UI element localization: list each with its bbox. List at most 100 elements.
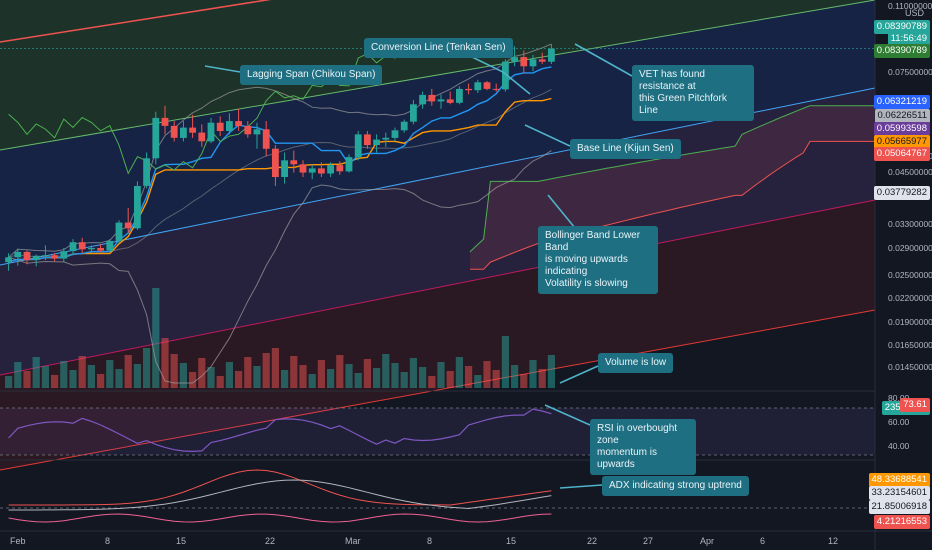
candle-body: [69, 242, 77, 252]
volume-bar: [198, 358, 206, 388]
rsi-tick: 60.00: [888, 417, 910, 427]
candle-body: [88, 248, 95, 250]
candle: [502, 59, 509, 92]
candle-body: [124, 222, 132, 229]
volume-bar: [538, 369, 546, 388]
candle: [428, 88, 436, 106]
price-tag: 11:56:49: [887, 32, 930, 46]
candle: [308, 164, 316, 180]
adx-line: [8, 479, 552, 511]
candle-body: [143, 158, 150, 186]
candle-body: [272, 148, 279, 177]
adx-di-plus-line: [8, 469, 552, 506]
candle-body: [354, 134, 362, 158]
candle-body: [161, 117, 169, 126]
resistance-pointer: [574, 43, 633, 77]
volume-bar: [437, 362, 445, 388]
volume-bar: [281, 370, 289, 388]
volume-bar: [5, 376, 13, 388]
candle: [410, 99, 417, 125]
candle: [170, 121, 178, 142]
candle: [78, 237, 86, 254]
candle-body: [32, 255, 40, 260]
time-tick: 15: [176, 536, 186, 546]
rsi-line: [8, 408, 552, 453]
price-tick: 0.02200000: [888, 293, 932, 303]
time-tick: 22: [587, 536, 597, 546]
candle: [124, 207, 132, 234]
volume-bar: [115, 369, 123, 388]
volume-bar: [271, 348, 279, 388]
candle-body: [492, 88, 500, 90]
candle-body: [465, 88, 472, 91]
time-tick: 6: [760, 536, 765, 546]
volume-bar: [51, 375, 59, 388]
candle: [226, 113, 233, 135]
time-tick: 15: [506, 536, 516, 546]
annotation-adx: ADX indicating strong uptrend: [602, 476, 749, 496]
candle: [198, 124, 206, 147]
currency-label: USD: [905, 8, 925, 18]
candle: [14, 248, 22, 266]
candle: [474, 79, 482, 93]
candle: [253, 122, 261, 149]
kijun-line: [8, 97, 552, 263]
price-tick: 0.01650000: [888, 340, 932, 350]
candle: [180, 121, 187, 142]
candle-body: [410, 104, 417, 122]
volume-bar: [520, 374, 528, 388]
time-tick: Feb: [10, 536, 26, 546]
price-tick: 0.03300000: [888, 219, 932, 229]
candle: [327, 162, 334, 177]
annotation-rsi: RSI in overbought zone momentum is upwar…: [590, 419, 696, 475]
volume-bar: [382, 354, 390, 388]
volume-bar: [23, 371, 31, 388]
candle: [483, 81, 491, 91]
candle-body: [373, 139, 380, 145]
candle: [538, 52, 546, 64]
volume-bar: [465, 366, 473, 388]
candle-body: [244, 125, 252, 135]
candle-body: [529, 59, 537, 67]
rsi-pointer: [544, 404, 591, 426]
price-tag: 0.05993598: [873, 122, 930, 136]
candle: [216, 116, 224, 137]
price-scale-bg: [875, 0, 932, 550]
volume-bar: [474, 375, 482, 388]
volume-bar: [511, 365, 519, 388]
candle: [244, 121, 252, 138]
candle: [373, 134, 380, 153]
time-tick: 8: [105, 536, 110, 546]
candle: [382, 132, 390, 147]
candle-body: [226, 121, 233, 131]
candle-body: [364, 134, 371, 146]
candle-body: [474, 82, 482, 91]
volume-bar: [152, 288, 160, 388]
volume-bar: [345, 364, 353, 388]
candle: [318, 162, 325, 177]
volume-bar: [299, 365, 307, 388]
candle: [115, 220, 123, 244]
candle-body: [327, 165, 334, 174]
candle-body: [511, 57, 518, 62]
candle: [262, 121, 270, 157]
pitchfork-lower-line: [0, 199, 876, 376]
volume-bar: [60, 361, 68, 388]
candle: [456, 86, 463, 105]
candle-body: [281, 160, 288, 177]
candle: [23, 250, 31, 265]
sub-panes: [0, 390, 875, 523]
volume-bar: [133, 364, 141, 388]
volume-bar: [547, 355, 555, 388]
volume-bar: [290, 356, 298, 388]
price-tick: 0.07500000: [888, 67, 932, 77]
price-tick: 0.02500000: [888, 270, 932, 280]
candle: [5, 253, 12, 271]
candle-body: [51, 255, 58, 259]
volume-bar: [143, 348, 151, 388]
candle-body: [382, 137, 390, 140]
bollinger-upper: [8, 43, 552, 258]
volume-bar: [41, 366, 49, 388]
